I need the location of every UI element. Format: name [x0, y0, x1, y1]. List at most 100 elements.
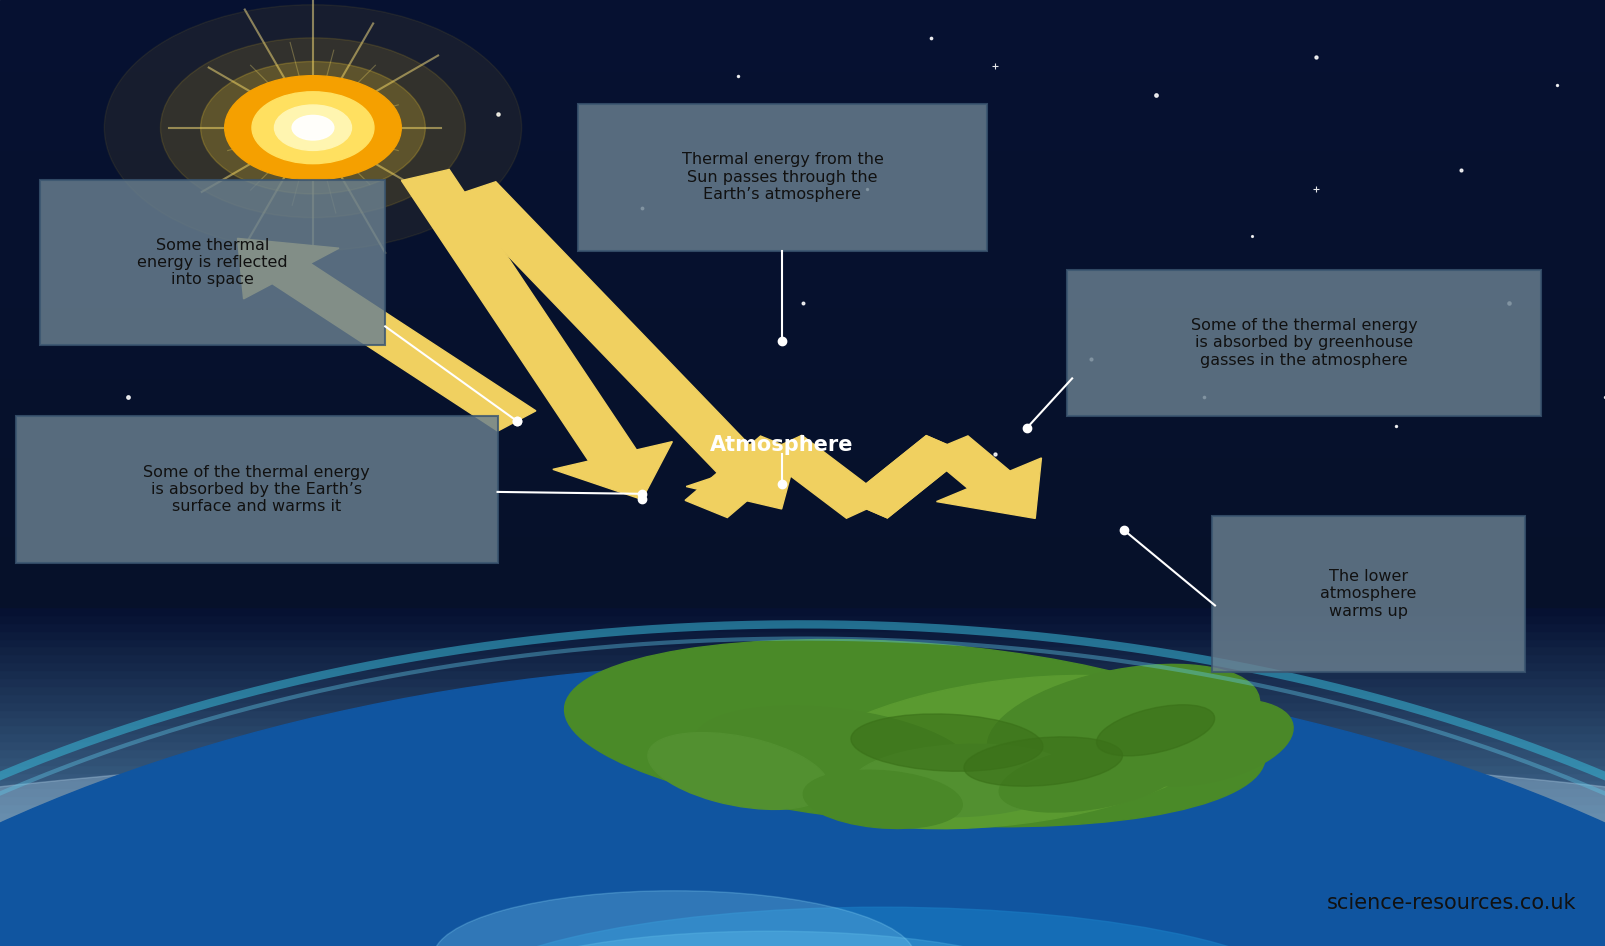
Bar: [0, 71, 1605, 79]
Polygon shape: [685, 436, 802, 517]
Circle shape: [274, 105, 351, 150]
Ellipse shape: [441, 907, 1324, 946]
Bar: [0, 733, 1605, 741]
Bar: [0, 851, 1605, 859]
Bar: [0, 268, 1605, 276]
Bar: [0, 111, 1605, 118]
Bar: [0, 520, 1605, 528]
Text: Some of the thermal energy
is absorbed by greenhouse
gasses in the atmosphere: Some of the thermal energy is absorbed b…: [1191, 318, 1417, 368]
Bar: [0, 844, 1605, 851]
Bar: [0, 182, 1605, 189]
Text: Some of the thermal energy
is absorbed by the Earth’s
surface and warms it: Some of the thermal energy is absorbed b…: [143, 464, 371, 515]
Bar: [0, 149, 1605, 158]
Ellipse shape: [565, 639, 1265, 827]
Bar: [0, 710, 1605, 717]
Bar: [0, 410, 1605, 418]
Bar: [0, 906, 1605, 915]
Text: The lower
atmosphere
warms up: The lower atmosphere warms up: [1319, 569, 1417, 619]
Bar: [0, 371, 1605, 378]
Bar: [0, 63, 1605, 71]
Ellipse shape: [791, 675, 1231, 829]
Bar: [0, 418, 1605, 426]
Bar: [0, 457, 1605, 465]
Bar: [0, 773, 1605, 780]
Bar: [0, 686, 1605, 693]
Bar: [0, 693, 1605, 702]
Bar: [0, 197, 1605, 205]
Bar: [0, 220, 1605, 229]
Bar: [0, 189, 1605, 197]
Ellipse shape: [433, 891, 915, 946]
Bar: [0, 639, 1605, 646]
Bar: [0, 717, 1605, 726]
Ellipse shape: [1114, 699, 1294, 786]
Bar: [0, 599, 1605, 607]
Bar: [0, 433, 1605, 442]
Bar: [0, 662, 1605, 670]
Text: Some thermal
energy is reflected
into space: Some thermal energy is reflected into sp…: [138, 237, 287, 288]
Circle shape: [104, 5, 522, 251]
FancyBboxPatch shape: [16, 416, 498, 563]
Bar: [0, 284, 1605, 291]
Bar: [0, 631, 1605, 639]
Bar: [0, 0, 1605, 8]
Polygon shape: [761, 435, 888, 518]
Bar: [0, 780, 1605, 788]
Bar: [0, 394, 1605, 402]
Bar: [0, 291, 1605, 300]
Ellipse shape: [0, 747, 1605, 946]
Bar: [0, 426, 1605, 433]
Bar: [0, 922, 1605, 930]
Ellipse shape: [1000, 744, 1183, 812]
Bar: [0, 24, 1605, 31]
Bar: [0, 584, 1605, 591]
Bar: [0, 702, 1605, 710]
Bar: [0, 8, 1605, 16]
Bar: [0, 55, 1605, 63]
Bar: [0, 481, 1605, 489]
Bar: [0, 749, 1605, 757]
Circle shape: [201, 61, 425, 194]
Ellipse shape: [802, 770, 963, 829]
Bar: [0, 324, 1605, 331]
Circle shape: [252, 92, 374, 164]
Bar: [0, 883, 1605, 891]
Bar: [0, 229, 1605, 236]
Bar: [0, 575, 1605, 584]
Circle shape: [252, 92, 374, 164]
Bar: [0, 347, 1605, 355]
Bar: [0, 655, 1605, 662]
Polygon shape: [846, 436, 968, 517]
Bar: [0, 528, 1605, 536]
Bar: [0, 16, 1605, 24]
Bar: [0, 867, 1605, 875]
Bar: [0, 804, 1605, 812]
Ellipse shape: [490, 931, 1051, 946]
Bar: [0, 142, 1605, 149]
Bar: [0, 607, 1605, 615]
Ellipse shape: [851, 714, 1043, 771]
Bar: [0, 236, 1605, 244]
Bar: [0, 465, 1605, 473]
Bar: [0, 915, 1605, 922]
Bar: [0, 930, 1605, 938]
Bar: [0, 166, 1605, 173]
Bar: [0, 253, 1605, 260]
Bar: [0, 307, 1605, 315]
Bar: [0, 544, 1605, 552]
Bar: [0, 568, 1605, 575]
Bar: [0, 386, 1605, 394]
Bar: [0, 126, 1605, 134]
Circle shape: [225, 76, 401, 180]
Bar: [0, 173, 1605, 182]
Ellipse shape: [987, 664, 1260, 783]
Ellipse shape: [693, 706, 976, 808]
Circle shape: [160, 38, 465, 218]
Bar: [0, 859, 1605, 867]
Ellipse shape: [648, 732, 828, 810]
Bar: [0, 355, 1605, 362]
Circle shape: [0, 662, 1605, 946]
Bar: [0, 622, 1605, 631]
Bar: [0, 678, 1605, 686]
Bar: [0, 670, 1605, 678]
